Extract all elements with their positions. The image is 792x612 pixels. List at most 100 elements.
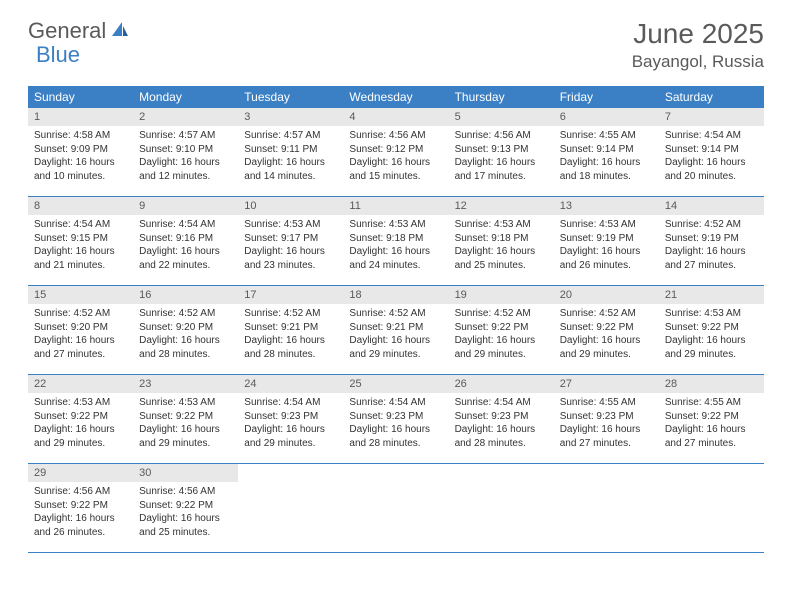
- sunset-line: Sunset: 9:23 PM: [244, 410, 337, 424]
- weekday-label: Saturday: [659, 86, 764, 108]
- daylight-line: Daylight: 16 hoursand 28 minutes.: [349, 423, 442, 450]
- day-content: Sunrise: 4:57 AMSunset: 9:10 PMDaylight:…: [133, 126, 238, 189]
- daylight-line: Daylight: 16 hoursand 29 minutes.: [455, 334, 548, 361]
- week-row: 15Sunrise: 4:52 AMSunset: 9:20 PMDayligh…: [28, 286, 764, 375]
- day-cell: 29Sunrise: 4:56 AMSunset: 9:22 PMDayligh…: [28, 464, 133, 552]
- sunrise-line: Sunrise: 4:53 AM: [34, 396, 127, 410]
- daylight-line: Daylight: 16 hoursand 27 minutes.: [665, 245, 758, 272]
- daylight-line: Daylight: 16 hoursand 29 minutes.: [665, 334, 758, 361]
- daylight-line: Daylight: 16 hoursand 22 minutes.: [139, 245, 232, 272]
- sunrise-line: Sunrise: 4:53 AM: [560, 218, 653, 232]
- sunrise-line: Sunrise: 4:56 AM: [349, 129, 442, 143]
- day-content: Sunrise: 4:53 AMSunset: 9:22 PMDaylight:…: [659, 304, 764, 367]
- day-cell: 2Sunrise: 4:57 AMSunset: 9:10 PMDaylight…: [133, 108, 238, 196]
- calendar: SundayMondayTuesdayWednesdayThursdayFrid…: [28, 86, 764, 553]
- day-content: Sunrise: 4:52 AMSunset: 9:22 PMDaylight:…: [449, 304, 554, 367]
- day-cell: 23Sunrise: 4:53 AMSunset: 9:22 PMDayligh…: [133, 375, 238, 463]
- sunset-line: Sunset: 9:21 PM: [244, 321, 337, 335]
- day-number: 10: [238, 197, 343, 215]
- day-cell: 28Sunrise: 4:55 AMSunset: 9:22 PMDayligh…: [659, 375, 764, 463]
- weekday-label: Wednesday: [343, 86, 448, 108]
- day-number: 21: [659, 286, 764, 304]
- sunrise-line: Sunrise: 4:52 AM: [455, 307, 548, 321]
- day-number: 30: [133, 464, 238, 482]
- day-cell: 24Sunrise: 4:54 AMSunset: 9:23 PMDayligh…: [238, 375, 343, 463]
- sunset-line: Sunset: 9:11 PM: [244, 143, 337, 157]
- daylight-line: Daylight: 16 hoursand 28 minutes.: [244, 334, 337, 361]
- daylight-line: Daylight: 16 hoursand 12 minutes.: [139, 156, 232, 183]
- day-content: Sunrise: 4:56 AMSunset: 9:13 PMDaylight:…: [449, 126, 554, 189]
- sunrise-line: Sunrise: 4:53 AM: [665, 307, 758, 321]
- daylight-line: Daylight: 16 hoursand 29 minutes.: [244, 423, 337, 450]
- sunrise-line: Sunrise: 4:53 AM: [455, 218, 548, 232]
- sunrise-line: Sunrise: 4:54 AM: [349, 396, 442, 410]
- day-number: 18: [343, 286, 448, 304]
- sunset-line: Sunset: 9:22 PM: [139, 410, 232, 424]
- weekday-label: Friday: [554, 86, 659, 108]
- sunset-line: Sunset: 9:09 PM: [34, 143, 127, 157]
- week-row: 1Sunrise: 4:58 AMSunset: 9:09 PMDaylight…: [28, 108, 764, 197]
- day-number: 11: [343, 197, 448, 215]
- day-cell: [554, 464, 659, 552]
- day-content: Sunrise: 4:54 AMSunset: 9:14 PMDaylight:…: [659, 126, 764, 189]
- day-cell: 13Sunrise: 4:53 AMSunset: 9:19 PMDayligh…: [554, 197, 659, 285]
- day-cell: 15Sunrise: 4:52 AMSunset: 9:20 PMDayligh…: [28, 286, 133, 374]
- day-number: 9: [133, 197, 238, 215]
- sunset-line: Sunset: 9:18 PM: [455, 232, 548, 246]
- weekday-label: Thursday: [449, 86, 554, 108]
- day-number: 12: [449, 197, 554, 215]
- sunset-line: Sunset: 9:19 PM: [560, 232, 653, 246]
- sunset-line: Sunset: 9:12 PM: [349, 143, 442, 157]
- daylight-line: Daylight: 16 hoursand 17 minutes.: [455, 156, 548, 183]
- daylight-line: Daylight: 16 hoursand 25 minutes.: [455, 245, 548, 272]
- daylight-line: Daylight: 16 hoursand 23 minutes.: [244, 245, 337, 272]
- day-number: 22: [28, 375, 133, 393]
- sunset-line: Sunset: 9:22 PM: [34, 410, 127, 424]
- day-content: Sunrise: 4:53 AMSunset: 9:18 PMDaylight:…: [449, 215, 554, 278]
- day-cell: 12Sunrise: 4:53 AMSunset: 9:18 PMDayligh…: [449, 197, 554, 285]
- weekday-label: Tuesday: [238, 86, 343, 108]
- sunset-line: Sunset: 9:13 PM: [455, 143, 548, 157]
- title-block: June 2025 Bayangol, Russia: [632, 18, 764, 72]
- day-number: 19: [449, 286, 554, 304]
- daylight-line: Daylight: 16 hoursand 20 minutes.: [665, 156, 758, 183]
- day-number: 14: [659, 197, 764, 215]
- day-content: Sunrise: 4:56 AMSunset: 9:22 PMDaylight:…: [28, 482, 133, 545]
- daylight-line: Daylight: 16 hoursand 29 minutes.: [349, 334, 442, 361]
- day-number: 13: [554, 197, 659, 215]
- sunset-line: Sunset: 9:23 PM: [560, 410, 653, 424]
- sunset-line: Sunset: 9:15 PM: [34, 232, 127, 246]
- weeks-container: 1Sunrise: 4:58 AMSunset: 9:09 PMDaylight…: [28, 108, 764, 553]
- sunset-line: Sunset: 9:19 PM: [665, 232, 758, 246]
- day-number: 26: [449, 375, 554, 393]
- daylight-line: Daylight: 16 hoursand 29 minutes.: [139, 423, 232, 450]
- day-number: 29: [28, 464, 133, 482]
- sunset-line: Sunset: 9:21 PM: [349, 321, 442, 335]
- sunrise-line: Sunrise: 4:54 AM: [665, 129, 758, 143]
- weekday-label: Monday: [133, 86, 238, 108]
- sunrise-line: Sunrise: 4:52 AM: [349, 307, 442, 321]
- day-content: Sunrise: 4:52 AMSunset: 9:20 PMDaylight:…: [133, 304, 238, 367]
- day-content: Sunrise: 4:52 AMSunset: 9:20 PMDaylight:…: [28, 304, 133, 367]
- day-number: 3: [238, 108, 343, 126]
- day-content: Sunrise: 4:53 AMSunset: 9:22 PMDaylight:…: [133, 393, 238, 456]
- sunset-line: Sunset: 9:10 PM: [139, 143, 232, 157]
- sunrise-line: Sunrise: 4:54 AM: [244, 396, 337, 410]
- sunset-line: Sunset: 9:22 PM: [455, 321, 548, 335]
- day-number: 4: [343, 108, 448, 126]
- sunset-line: Sunset: 9:22 PM: [139, 499, 232, 513]
- day-cell: [659, 464, 764, 552]
- sunset-line: Sunset: 9:20 PM: [139, 321, 232, 335]
- day-content: Sunrise: 4:53 AMSunset: 9:22 PMDaylight:…: [28, 393, 133, 456]
- sunrise-line: Sunrise: 4:52 AM: [560, 307, 653, 321]
- daylight-line: Daylight: 16 hoursand 27 minutes.: [665, 423, 758, 450]
- daylight-line: Daylight: 16 hoursand 29 minutes.: [34, 423, 127, 450]
- sunset-line: Sunset: 9:23 PM: [455, 410, 548, 424]
- day-number: 17: [238, 286, 343, 304]
- sunrise-line: Sunrise: 4:55 AM: [560, 129, 653, 143]
- day-number: 20: [554, 286, 659, 304]
- daylight-line: Daylight: 16 hoursand 28 minutes.: [455, 423, 548, 450]
- sunset-line: Sunset: 9:22 PM: [560, 321, 653, 335]
- day-cell: 30Sunrise: 4:56 AMSunset: 9:22 PMDayligh…: [133, 464, 238, 552]
- sunset-line: Sunset: 9:14 PM: [665, 143, 758, 157]
